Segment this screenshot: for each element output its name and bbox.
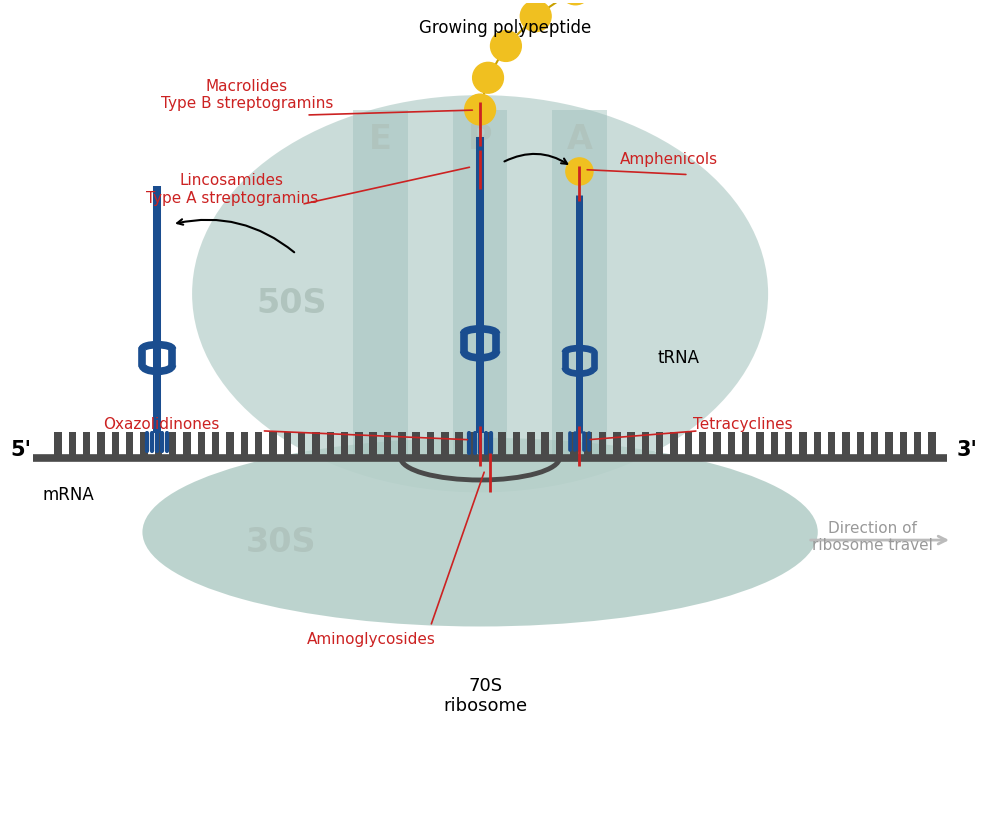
- Text: mRNA: mRNA: [42, 486, 94, 504]
- Bar: [254, 432, 262, 458]
- Bar: [699, 432, 707, 458]
- Circle shape: [490, 31, 522, 61]
- Ellipse shape: [143, 437, 818, 627]
- Bar: [842, 432, 849, 458]
- Bar: [212, 432, 220, 458]
- Text: Aminoglycosides: Aminoglycosides: [307, 632, 436, 647]
- Bar: [241, 432, 248, 458]
- Bar: [384, 432, 391, 458]
- Bar: [885, 432, 893, 458]
- Bar: [369, 432, 377, 458]
- Circle shape: [566, 158, 593, 185]
- Bar: [455, 432, 463, 458]
- Bar: [555, 432, 563, 458]
- Bar: [498, 432, 506, 458]
- Bar: [728, 432, 736, 458]
- Bar: [513, 432, 520, 458]
- Ellipse shape: [192, 95, 768, 493]
- Bar: [169, 432, 176, 458]
- Bar: [900, 432, 907, 458]
- Bar: [756, 432, 764, 458]
- Bar: [484, 432, 492, 458]
- Bar: [183, 432, 191, 458]
- Bar: [814, 432, 821, 458]
- Bar: [312, 432, 320, 458]
- Bar: [427, 432, 435, 458]
- Bar: [54, 432, 61, 458]
- Text: 50S: 50S: [256, 287, 327, 320]
- Bar: [452, 110, 508, 458]
- Text: Direction of
ribosome travel: Direction of ribosome travel: [812, 521, 933, 554]
- Bar: [785, 432, 792, 458]
- Text: 3': 3': [956, 440, 977, 459]
- Bar: [599, 432, 606, 458]
- Bar: [298, 432, 305, 458]
- Bar: [742, 432, 749, 458]
- Circle shape: [472, 63, 504, 93]
- Text: Lincosamides
Type A streptogramins: Lincosamides Type A streptogramins: [146, 173, 318, 206]
- Bar: [126, 432, 134, 458]
- Text: A: A: [566, 124, 592, 156]
- Bar: [226, 432, 234, 458]
- Bar: [828, 432, 836, 458]
- Text: P: P: [468, 124, 492, 156]
- Bar: [341, 432, 348, 458]
- Text: 30S: 30S: [247, 525, 317, 559]
- Bar: [154, 432, 162, 458]
- Bar: [914, 432, 922, 458]
- Bar: [856, 432, 864, 458]
- Bar: [584, 432, 592, 458]
- Circle shape: [521, 1, 551, 32]
- Text: Oxazolidinones: Oxazolidinones: [103, 417, 219, 433]
- Bar: [527, 432, 535, 458]
- Text: tRNA: tRNA: [657, 350, 700, 367]
- Bar: [470, 432, 477, 458]
- Bar: [552, 110, 607, 458]
- Bar: [570, 432, 577, 458]
- Bar: [871, 432, 878, 458]
- Circle shape: [464, 94, 496, 125]
- Bar: [68, 432, 76, 458]
- Bar: [442, 432, 448, 458]
- Bar: [714, 432, 721, 458]
- Bar: [355, 432, 362, 458]
- Bar: [398, 432, 406, 458]
- Bar: [799, 432, 807, 458]
- Circle shape: [560, 0, 591, 5]
- Bar: [141, 432, 148, 458]
- Bar: [269, 432, 276, 458]
- Bar: [929, 432, 936, 458]
- Bar: [642, 432, 649, 458]
- Bar: [112, 432, 119, 458]
- Bar: [670, 432, 678, 458]
- Bar: [413, 432, 420, 458]
- Bar: [198, 432, 205, 458]
- Text: 70S
ribosome: 70S ribosome: [443, 676, 527, 715]
- Bar: [685, 432, 692, 458]
- Bar: [97, 432, 105, 458]
- Text: E: E: [369, 124, 392, 156]
- Bar: [353, 110, 408, 458]
- Bar: [656, 432, 663, 458]
- Bar: [542, 432, 548, 458]
- Text: 5': 5': [11, 440, 32, 459]
- Bar: [283, 432, 291, 458]
- Bar: [770, 432, 778, 458]
- Text: Tetracyclines: Tetracyclines: [693, 417, 793, 433]
- Text: Amphenicols: Amphenicols: [621, 152, 719, 167]
- Bar: [83, 432, 90, 458]
- Bar: [613, 432, 621, 458]
- Bar: [327, 432, 334, 458]
- Text: Macrolides
Type B streptogramins: Macrolides Type B streptogramins: [160, 79, 333, 111]
- Text: Growing polypeptide: Growing polypeptide: [419, 19, 591, 37]
- Bar: [628, 432, 635, 458]
